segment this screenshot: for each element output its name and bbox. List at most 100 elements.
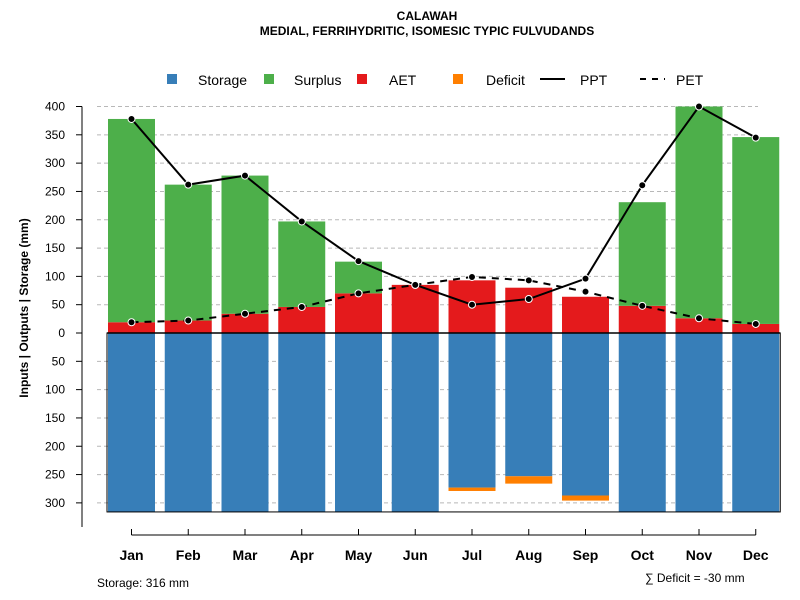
x-tick-label-Jun: Jun (403, 547, 428, 563)
bar-aet-Nov (675, 318, 723, 333)
bar-aet-Dec (732, 323, 780, 333)
point-ppt-Feb (184, 180, 193, 189)
x-tick-label-May: May (345, 547, 372, 563)
point-ppt-Jan (127, 114, 136, 123)
point-pet-Apr (297, 302, 306, 311)
bar-storage-Aug (505, 333, 553, 477)
axes: 400 350 300 250 200 150 100 50 0 50 100 150 200 250 30… (45, 100, 781, 563)
legend-label-deficit: Deficit (486, 72, 525, 88)
point-ppt-Nov (695, 102, 703, 111)
y-tick-label-2: 300 (45, 156, 65, 170)
bar-storage-Jan (108, 333, 155, 512)
y-tick-label-7: 50 (52, 298, 66, 312)
point-pet-Mar (241, 309, 249, 318)
y-tick-label-8: 0 (58, 326, 65, 340)
x-tick-label-Feb: Feb (176, 547, 201, 563)
bar-deficit-Aug (505, 476, 553, 484)
point-ppt-Dec (751, 133, 760, 142)
point-ppt-Aug (524, 295, 533, 304)
point-pet-Dec (751, 319, 760, 328)
bar-aet-Sep (562, 296, 609, 333)
y-tick-label-11: 150 (45, 411, 65, 425)
x-tick-label-Apr: Apr (290, 547, 315, 563)
bar-storage-Feb (164, 333, 212, 512)
x-tick-label-Nov: Nov (686, 547, 713, 563)
point-ppt-Jul (468, 300, 476, 309)
legend-label-storage: Storage (198, 72, 247, 88)
bar-storage-Nov (675, 333, 723, 512)
bar-aet-Jun (391, 284, 439, 333)
point-pet-Oct (638, 301, 647, 310)
legend-swatch-storage (167, 74, 177, 84)
y-tick-label-5: 150 (45, 241, 65, 255)
point-ppt-Oct (638, 181, 647, 190)
bar-aet-Oct (618, 305, 666, 333)
bar-storage-May (335, 333, 382, 512)
x-tick-label-Jan: Jan (119, 547, 143, 563)
point-ppt-Jun (411, 280, 420, 289)
bar-aet-Feb (164, 320, 212, 333)
bar-aet-Jan (108, 322, 155, 333)
legend-label-aet: AET (389, 72, 417, 88)
legend: Storage Surplus AET Deficit PPT PET (167, 72, 704, 88)
point-pet-Nov (695, 314, 703, 323)
bar-storage-Apr (278, 333, 326, 512)
y-tick-label-13: 250 (45, 468, 65, 482)
y-tick-label-0: 400 (45, 100, 65, 114)
point-pet-Jan (127, 318, 136, 327)
bar-surplus-Oct (618, 202, 666, 306)
point-ppt-Sep (581, 274, 590, 283)
y-tick-label-10: 100 (45, 383, 65, 397)
bar-surplus-Apr (278, 221, 326, 307)
line-ppt (130, 105, 757, 306)
y-tick-label-4: 200 (45, 213, 65, 227)
legend-swatch-aet (357, 74, 367, 84)
x-tick-label-Oct: Oct (631, 547, 655, 563)
x-tick-label-Dec: Dec (743, 547, 769, 563)
bar-storage-Oct (618, 333, 666, 512)
bar-deficit-Sep (562, 495, 609, 501)
bar-surplus-Feb (164, 184, 212, 321)
bar-aet-Aug (505, 287, 553, 333)
x-tick-label-Sep: Sep (573, 547, 599, 563)
bars (108, 106, 780, 512)
legend-swatch-surplus (264, 74, 274, 84)
bar-aet-May (335, 293, 382, 333)
bar-storage-Sep (562, 333, 609, 496)
y-tick-label-9: 50 (52, 354, 66, 368)
bar-aet-Apr (278, 306, 326, 333)
bar-surplus-Nov (675, 106, 723, 319)
bar-surplus-Dec (732, 137, 780, 324)
deficit-annotation: ∑ Deficit = -30 mm (645, 571, 745, 585)
chart-subtitle: MEDIAL, FERRIHYDRITIC, ISOMESIC TYPIC FU… (260, 24, 594, 38)
line-pet (131, 275, 756, 325)
x-tick-label-Jul: Jul (462, 547, 482, 563)
legend-label-surplus: Surplus (294, 72, 341, 88)
legend-label-pet: PET (676, 72, 704, 88)
legend-swatch-deficit (453, 74, 463, 84)
chart-title: CALAWAH (397, 9, 458, 23)
bar-surplus-Mar (221, 175, 269, 314)
y-tick-label-12: 200 (45, 439, 65, 453)
point-pet-Sep (581, 287, 590, 296)
x-tick-label-Mar: Mar (233, 547, 258, 563)
x-tick-label-Aug: Aug (515, 547, 542, 563)
point-pet-Aug (524, 276, 533, 285)
point-ppt-Mar (241, 171, 249, 180)
bar-storage-Mar (221, 333, 269, 512)
y-tick-label-14: 300 (45, 496, 65, 510)
bar-surplus-May (335, 261, 382, 294)
bar-surplus-Jan (108, 118, 155, 323)
bar-storage-Jul (448, 333, 496, 488)
y-tick-label-3: 250 (45, 184, 65, 198)
point-pet-Jul (468, 272, 476, 281)
bar-aet-Mar (221, 313, 269, 333)
y-tick-label-6: 100 (45, 269, 65, 283)
bar-storage-Jun (391, 333, 439, 512)
bar-storage-Dec (732, 333, 780, 512)
point-ppt-May (354, 257, 363, 266)
point-pet-May (354, 289, 363, 298)
storage-annotation: Storage: 316 mm (97, 576, 189, 590)
y-axis-label: Inputs | Outputs | Storage (mm) (17, 218, 31, 397)
